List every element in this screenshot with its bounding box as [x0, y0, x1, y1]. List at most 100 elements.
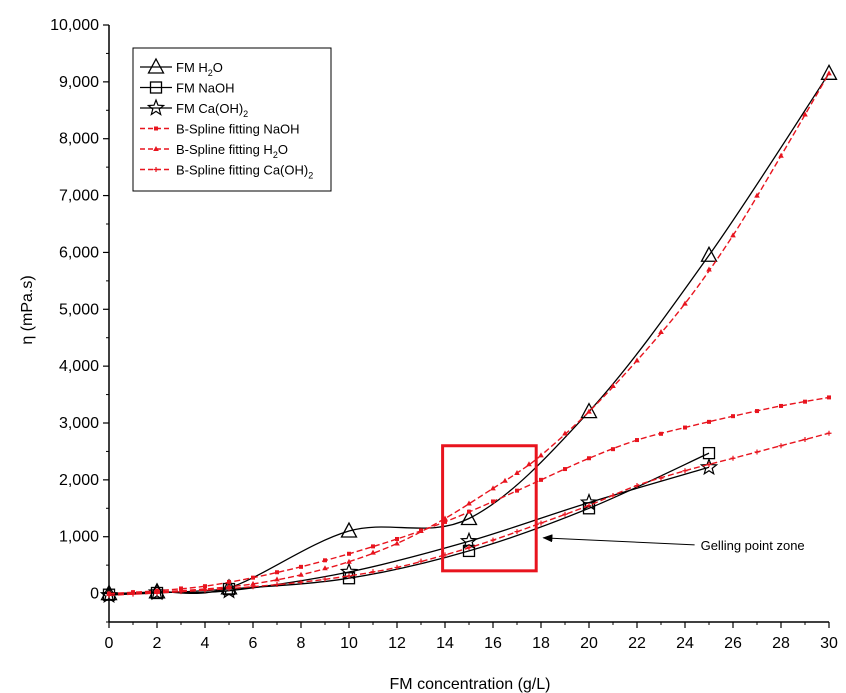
- series-point: [562, 511, 568, 517]
- series-point: [754, 449, 760, 455]
- legend-label: FM Ca(OH)2: [176, 101, 248, 119]
- series-point: [683, 425, 687, 430]
- gelling-zone-box: [441, 444, 538, 573]
- series-point: [467, 509, 471, 514]
- series-point: [395, 536, 399, 541]
- series-point: [322, 576, 328, 582]
- series-point: [802, 111, 808, 117]
- series-point: [634, 483, 640, 489]
- series-point: [803, 399, 807, 404]
- series-point: [394, 564, 400, 570]
- series-3: [99, 457, 719, 604]
- series-point: [342, 572, 356, 585]
- x-tick-label: 14: [436, 635, 454, 652]
- y-tick-label: 6,000: [59, 244, 99, 261]
- y-tick-label: 2,000: [59, 472, 99, 489]
- y-tick-label: 9,000: [59, 74, 99, 91]
- series-point: [515, 488, 519, 493]
- series-point: [658, 475, 664, 481]
- series-point: [226, 585, 232, 591]
- series-point: [778, 443, 784, 449]
- y-tick-label: 4,000: [59, 358, 99, 375]
- series-point: [580, 402, 598, 419]
- series-point: [346, 573, 352, 579]
- y-tick-label: 7,000: [59, 188, 99, 205]
- series-point: [826, 70, 832, 76]
- series-point: [754, 192, 760, 198]
- x-axis-title: FM concentration (g/L): [390, 676, 551, 693]
- series-point: [730, 232, 736, 238]
- x-tick-label: 22: [628, 635, 646, 652]
- series-point: [802, 436, 808, 442]
- series-point: [251, 575, 255, 580]
- legend-label: B-Spline fitting NaOH: [176, 122, 300, 137]
- x-tick-label: 4: [201, 635, 210, 652]
- axes: 0 1,000 2,000 3,000 4,000 5,000 6,000 7,000 8,00…: [50, 17, 838, 652]
- series-point: [490, 485, 496, 491]
- legend-swatch-marker: [147, 57, 165, 74]
- series-point: [178, 589, 184, 595]
- series-point: [323, 558, 327, 563]
- series-point: [491, 499, 495, 504]
- series-point: [298, 579, 304, 585]
- series-point: [219, 581, 239, 599]
- x-tick-label: 24: [676, 635, 694, 652]
- series-point: [466, 545, 472, 551]
- x-tick-label: 16: [484, 635, 502, 652]
- series-point: [154, 590, 160, 596]
- series-point: [634, 357, 640, 363]
- series-point: [562, 430, 568, 436]
- series-point: [820, 63, 838, 80]
- y-tick-label: 3,000: [59, 415, 99, 432]
- series-point: [490, 537, 496, 543]
- x-tick-label: 18: [532, 635, 550, 652]
- series-point: [586, 502, 592, 508]
- legend-swatch-marker: [149, 81, 163, 94]
- series-point: [611, 447, 615, 452]
- series-point: [274, 576, 280, 582]
- series-point: [659, 431, 663, 436]
- annotation: Gelling point zone: [441, 444, 805, 573]
- series-point: [658, 329, 664, 335]
- legend-label: B-Spline fitting H2O: [176, 142, 288, 160]
- series-point: [778, 152, 784, 158]
- legend-swatch-marker: [153, 146, 159, 151]
- x-tick-label: 2: [153, 635, 162, 652]
- series-point: [682, 468, 688, 474]
- series-point: [730, 455, 736, 461]
- series-point: [563, 467, 567, 472]
- series-4: [107, 395, 831, 596]
- series-point: [610, 383, 616, 389]
- series-point: [275, 570, 279, 575]
- x-tick-label: 26: [724, 635, 742, 652]
- series-line: [108, 72, 830, 595]
- series-point: [460, 509, 478, 526]
- series-line: [108, 396, 830, 595]
- series-point: [299, 564, 303, 569]
- series-point: [418, 558, 424, 564]
- legend-label: FM NaOH: [176, 81, 235, 96]
- series-point: [526, 461, 532, 467]
- x-tick-label: 28: [772, 635, 790, 652]
- series-point: [340, 521, 358, 538]
- x-tick-label: 12: [388, 635, 406, 652]
- x-tick-label: 0: [105, 635, 114, 652]
- series-point: [298, 571, 304, 577]
- series-point: [370, 569, 376, 575]
- series-point: [706, 266, 712, 272]
- series-point: [699, 457, 719, 476]
- x-tick-label: 20: [580, 635, 598, 652]
- series-point: [459, 531, 479, 550]
- series-point: [827, 395, 831, 400]
- series-point: [130, 591, 136, 597]
- legend-swatch-marker: [146, 98, 166, 116]
- legend-label: B-Spline fitting Ca(OH)2: [176, 163, 313, 181]
- legend-item-5: B-Spline fitting H2O: [140, 142, 288, 160]
- series-point: [682, 300, 688, 306]
- legend-item-3: FM Ca(OH)2: [140, 98, 248, 119]
- series-point: [346, 558, 352, 564]
- y-tick-label: 5,000: [59, 301, 99, 318]
- series-point: [514, 529, 520, 535]
- series-point: [106, 592, 112, 598]
